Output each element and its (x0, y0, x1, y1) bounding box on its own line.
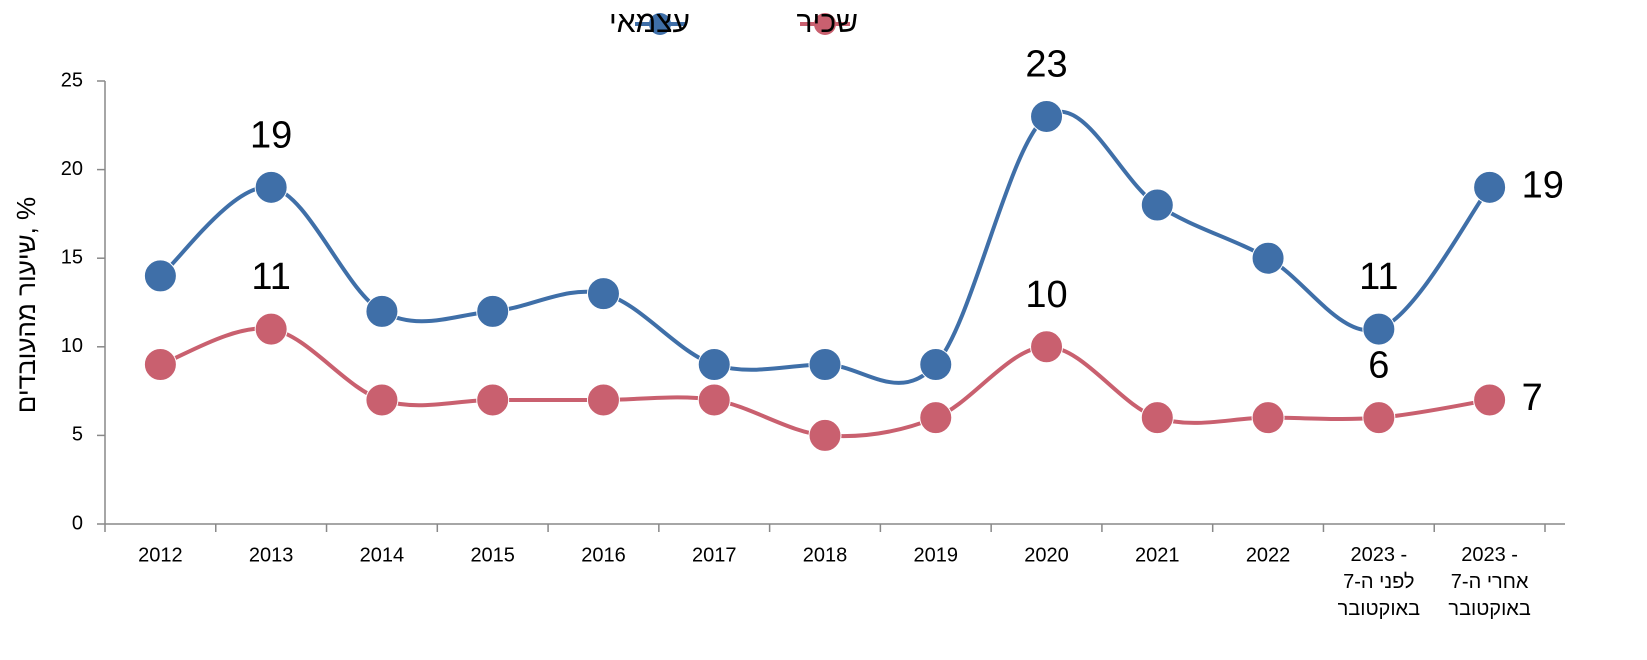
x-tick-label: 2022 (1246, 544, 1291, 566)
marker (254, 312, 288, 346)
marker (1251, 401, 1285, 435)
marker (1140, 401, 1174, 435)
y-tick-label: 0 (72, 512, 83, 534)
x-tick-line: באוקטובר (1338, 598, 1420, 620)
data-label: 10 (1025, 274, 1067, 316)
data-label: 11 (251, 256, 290, 298)
x-tick-line: אחרי ה-7 (1451, 571, 1529, 593)
y-tick-label: 15 (61, 246, 83, 268)
legend-label: שכיר (797, 6, 858, 39)
marker (476, 294, 510, 328)
y-tick-label: 25 (61, 69, 83, 91)
marker (1362, 312, 1396, 346)
x-tick-label: 2017 (692, 544, 737, 566)
marker (1473, 170, 1507, 204)
x-tick-label: 2018 (803, 544, 848, 566)
x-tick-label: 2021 (1135, 544, 1180, 566)
data-label: 23 (1025, 43, 1067, 85)
marker (697, 383, 731, 417)
data-label: 11 (1359, 256, 1398, 298)
series-line (159, 109, 1492, 385)
legend-marker (814, 13, 836, 35)
x-tick-label: 2023 - אחרי ה-7 באוקטובר (1448, 544, 1530, 620)
y-tick-label: 10 (61, 335, 83, 357)
y-axis-title: שיעור מהעובדים, % (11, 197, 41, 413)
x-tick-label: 2023 - לפני ה-7 באוקטובר (1338, 544, 1420, 620)
legend-label: עצמאי (609, 6, 690, 39)
marker (143, 259, 177, 293)
y-tick-label: 5 (72, 424, 83, 446)
data-label: 19 (250, 114, 292, 156)
data-label: 7 (1522, 377, 1543, 419)
x-tick-line: 2023 - (1461, 544, 1518, 566)
x-tick-label: 2015 (470, 544, 515, 566)
x-tick-label: 2014 (360, 544, 405, 566)
marker (1251, 241, 1285, 275)
marker (254, 170, 288, 204)
x-tick-label: 2012 (138, 544, 183, 566)
marker (586, 277, 620, 311)
x-tick-label: 2013 (249, 544, 294, 566)
marker (143, 348, 177, 382)
marker (586, 383, 620, 417)
marker (919, 348, 953, 382)
x-tick-line: באוקטובר (1448, 598, 1530, 620)
data-label: 6 (1368, 345, 1389, 387)
marker (1473, 383, 1507, 417)
x-tick-line: 2023 - (1350, 544, 1407, 566)
x-tick-line: לפני ה-7 (1343, 571, 1414, 593)
y-tick-label: 20 (61, 158, 83, 180)
marker (919, 401, 953, 435)
marker (365, 383, 399, 417)
marker (1362, 401, 1396, 435)
marker (1030, 330, 1064, 364)
x-tick-label: 2020 (1024, 544, 1069, 566)
marker (808, 348, 842, 382)
marker (476, 383, 510, 417)
marker (808, 418, 842, 452)
x-tick-label: 2019 (914, 544, 959, 566)
marker (365, 294, 399, 328)
data-label: 19 (1522, 164, 1564, 206)
marker (697, 348, 731, 382)
x-tick-label: 2016 (581, 544, 626, 566)
marker (1030, 99, 1064, 133)
legend-marker (649, 13, 671, 35)
marker (1140, 188, 1174, 222)
